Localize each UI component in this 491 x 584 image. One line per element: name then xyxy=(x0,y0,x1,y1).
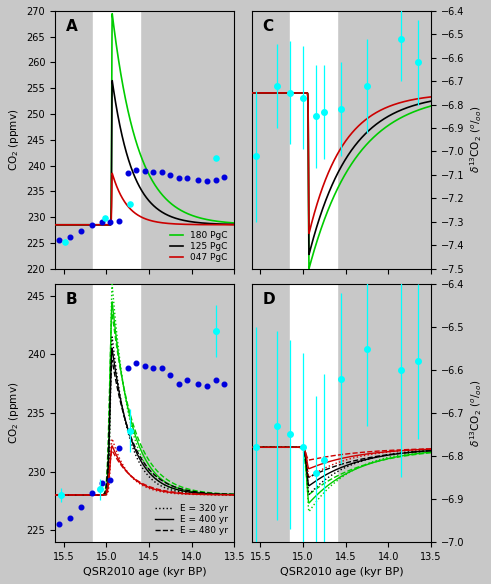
Point xyxy=(141,166,149,175)
Bar xyxy=(290,11,337,269)
Point xyxy=(184,376,191,385)
Y-axis label: CO$_2$ (ppmv): CO$_2$ (ppmv) xyxy=(7,382,21,444)
X-axis label: QSR2010 age (kyr BP): QSR2010 age (kyr BP) xyxy=(280,567,403,577)
Point xyxy=(220,379,228,388)
Point xyxy=(149,364,157,373)
Point xyxy=(203,381,211,391)
Y-axis label: CO$_2$ (ppmv): CO$_2$ (ppmv) xyxy=(7,109,21,171)
Point xyxy=(184,173,191,183)
Legend: 180 PgC, 125 PgC, 047 PgC: 180 PgC, 125 PgC, 047 PgC xyxy=(168,229,230,264)
Point xyxy=(203,176,211,186)
Text: C: C xyxy=(263,19,273,34)
Y-axis label: $\delta^{13}$CO$_2$ ($^o/_{oo}$): $\delta^{13}$CO$_2$ ($^o/_{oo}$) xyxy=(468,106,484,173)
Point xyxy=(193,175,201,185)
Point xyxy=(132,358,140,367)
Point xyxy=(115,443,123,453)
Point xyxy=(66,232,74,241)
Bar xyxy=(93,11,140,269)
Y-axis label: $\delta^{13}$CO$_2$ ($^o/_{oo}$): $\delta^{13}$CO$_2$ ($^o/_{oo}$) xyxy=(468,380,484,447)
Point xyxy=(88,488,96,497)
Point xyxy=(77,502,84,512)
Legend: E = 320 yr, E = 400 yr, E = 480 yr: E = 320 yr, E = 400 yr, E = 480 yr xyxy=(153,502,230,537)
Point xyxy=(55,520,63,529)
Bar xyxy=(93,284,140,542)
Point xyxy=(212,153,219,162)
Point xyxy=(124,364,132,373)
Point xyxy=(220,172,228,182)
Point xyxy=(101,213,109,223)
Point xyxy=(55,235,63,245)
Point xyxy=(126,200,134,209)
Point xyxy=(98,217,106,227)
Point xyxy=(212,175,219,185)
Point xyxy=(66,514,74,523)
X-axis label: QSR2010 age (kyr BP): QSR2010 age (kyr BP) xyxy=(83,567,206,577)
Point xyxy=(124,169,132,178)
Point xyxy=(115,217,123,226)
Text: D: D xyxy=(263,292,275,307)
Point xyxy=(193,379,201,388)
Point xyxy=(158,167,165,176)
Point xyxy=(175,379,183,388)
Point xyxy=(88,220,96,230)
Point xyxy=(107,217,114,227)
Point xyxy=(166,170,174,179)
Point xyxy=(175,173,183,183)
Point xyxy=(61,237,69,246)
Point xyxy=(132,165,140,174)
Point xyxy=(149,167,157,176)
Point xyxy=(98,478,106,488)
Point xyxy=(77,227,84,236)
Point xyxy=(212,376,219,385)
Point xyxy=(166,371,174,380)
Bar xyxy=(290,284,337,542)
Text: A: A xyxy=(66,19,78,34)
Point xyxy=(107,475,114,484)
Text: B: B xyxy=(66,292,78,307)
Point xyxy=(158,364,165,373)
Point xyxy=(141,361,149,371)
